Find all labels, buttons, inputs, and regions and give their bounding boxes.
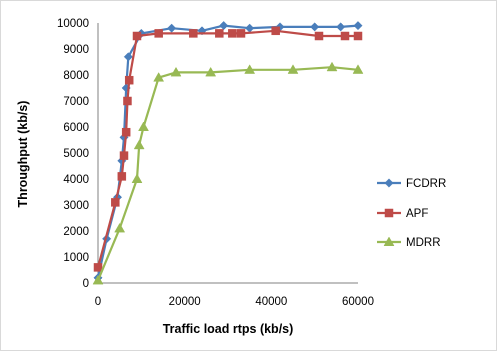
data-point-fcdrr: [336, 22, 346, 32]
series-line-mdrr: [96, 66, 359, 281]
data-point-mdrr: [326, 61, 338, 72]
series-layer: [92, 21, 364, 285]
series-fcdrr: [93, 21, 363, 283]
data-point-mdrr: [153, 72, 165, 82]
data-point-fcdrr: [219, 21, 229, 31]
y-axis-title: Throughput (kb/s): [16, 101, 30, 208]
data-point-mdrr: [138, 121, 149, 131]
y-tick-label: 10000: [57, 18, 89, 30]
data-point-apf: [121, 127, 131, 137]
data-point-fcdrr: [310, 22, 320, 32]
data-point-mdrr: [287, 64, 299, 74]
data-point-apf: [340, 31, 350, 41]
data-point-apf: [124, 75, 134, 85]
y-tick-label: 2000: [63, 226, 89, 238]
data-point-mdrr: [170, 66, 182, 77]
series-line-fcdrr: [96, 24, 359, 279]
data-point-apf: [111, 198, 120, 207]
series-apf: [93, 26, 363, 272]
legend-label-fcdrr: FCDRR: [406, 178, 446, 190]
data-point-apf: [132, 31, 142, 41]
y-tick-label: 9000: [63, 44, 89, 56]
y-tick-label: 0: [83, 278, 89, 290]
y-tick-label: 4000: [63, 174, 89, 186]
x-tick-label: 40000: [255, 296, 287, 308]
data-point-apf: [228, 29, 237, 38]
legend-marker-mdrr: [383, 236, 395, 246]
data-point-apf: [215, 29, 224, 38]
x-tick-label: 60000: [342, 296, 374, 308]
x-tick-labels: 0 20000 40000 60000: [95, 296, 374, 308]
data-point-apf: [119, 151, 129, 160]
data-point-apf: [314, 31, 324, 41]
legend-label-mdrr: MDRR: [406, 237, 441, 249]
data-point-apf: [123, 96, 132, 106]
data-point-fcdrr: [123, 52, 133, 62]
data-point-fcdrr: [167, 23, 177, 33]
y-tick-label: 6000: [63, 122, 89, 134]
series-mdrr: [92, 61, 364, 285]
data-point-apf: [353, 31, 363, 41]
y-tick-label: 5000: [63, 148, 89, 160]
data-point-fcdrr: [245, 23, 255, 33]
data-point-apf: [117, 172, 127, 181]
data-point-mdrr: [131, 173, 143, 183]
x-axis-title: Traffic load rtps (kb/s): [163, 322, 294, 336]
legend-label-apf: APF: [406, 208, 428, 220]
data-point-apf: [189, 29, 198, 38]
data-point-apf: [154, 29, 163, 38]
y-tick-label: 1000: [63, 252, 89, 264]
data-point-mdrr: [244, 64, 256, 74]
y-tick-label: 3000: [63, 200, 89, 212]
legend-marker-fcdrr: [384, 178, 394, 188]
x-tick-label: 20000: [169, 296, 201, 308]
data-point-mdrr: [92, 274, 104, 285]
data-point-apf: [236, 29, 246, 38]
data-point-fcdrr: [353, 21, 363, 31]
legend: FCDRR APF MDRR: [377, 178, 446, 249]
data-point-fcdrr: [197, 26, 207, 36]
y-tick-labels: 0 1000 2000 3000 4000 5000 6000 7000 8000 9000 100…: [57, 18, 89, 290]
data-point-mdrr: [352, 64, 364, 74]
data-point-apf: [271, 26, 280, 36]
data-point-mdrr: [114, 222, 126, 233]
y-tick-label: 7000: [63, 96, 89, 108]
x-tick-label: 0: [95, 296, 101, 308]
chart-frame: 0 1000 2000 3000 4000 5000 6000 7000 8000 9000 100…: [0, 0, 497, 351]
y-tick-label: 8000: [63, 70, 89, 82]
data-point-apf: [93, 263, 103, 272]
legend-marker-apf: [384, 208, 394, 218]
data-point-mdrr: [133, 139, 145, 150]
data-point-mdrr: [205, 66, 217, 77]
